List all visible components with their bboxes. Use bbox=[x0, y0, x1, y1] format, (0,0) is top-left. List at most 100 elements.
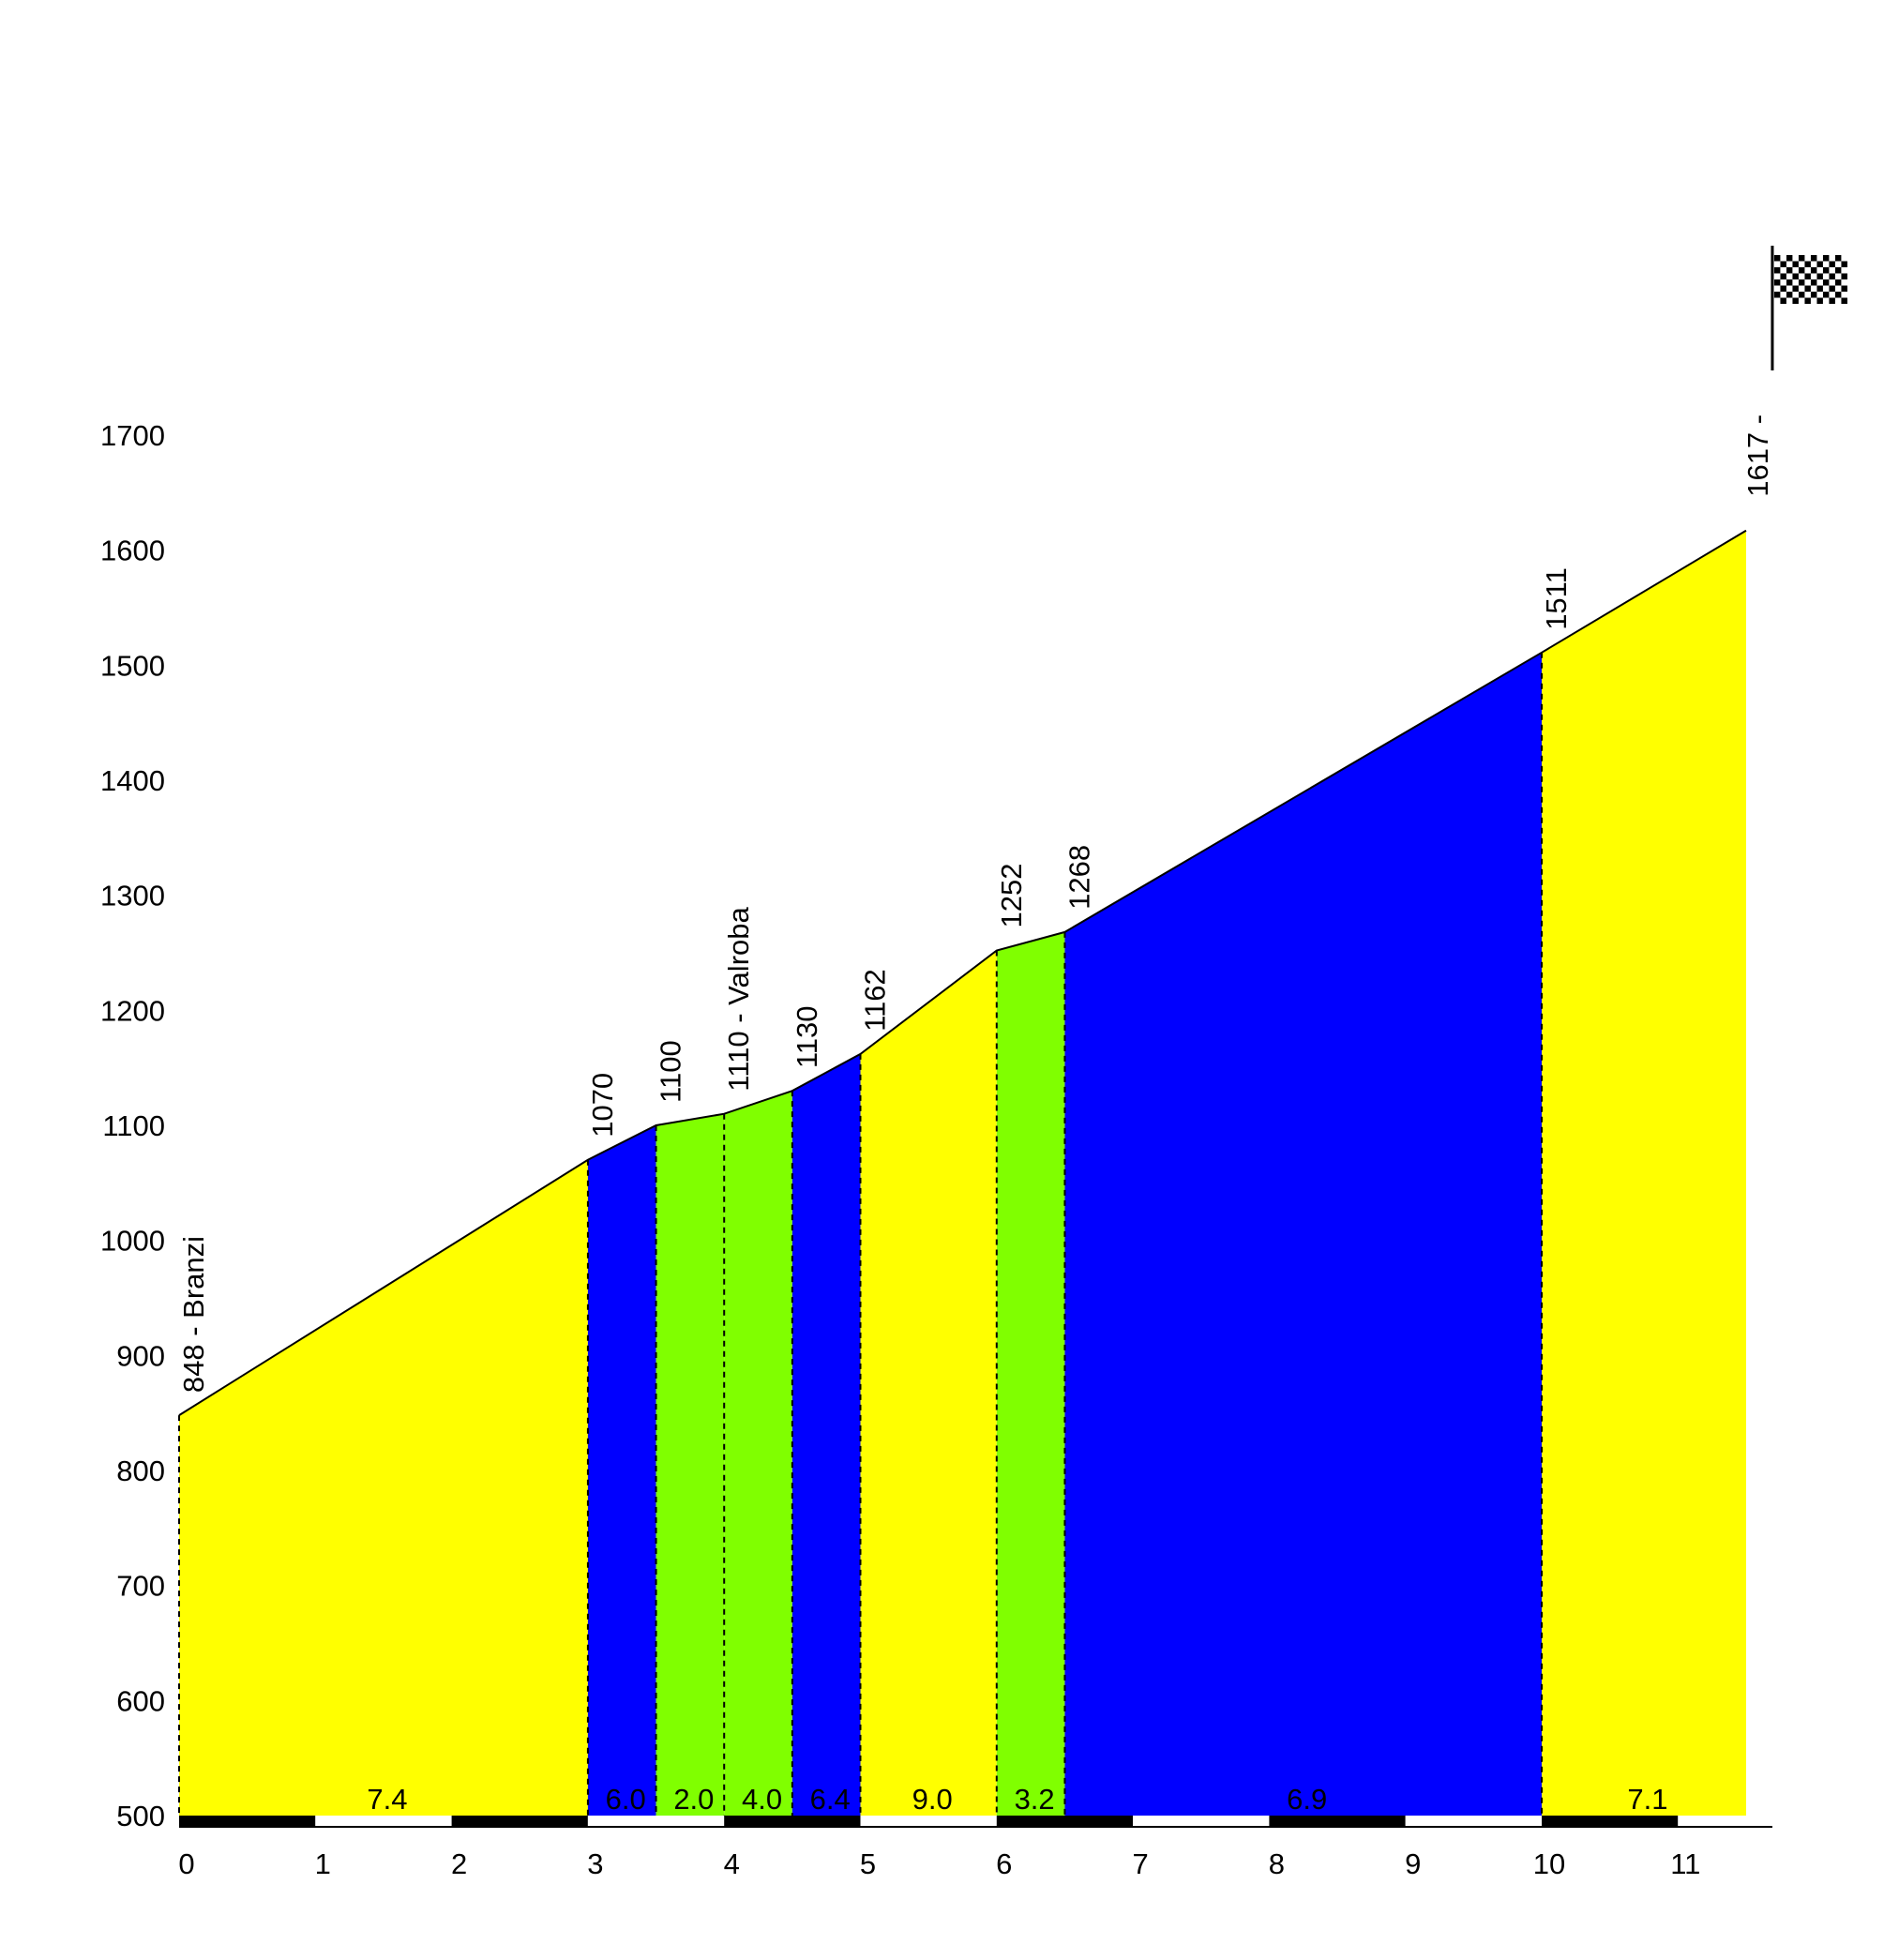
flag-square bbox=[1792, 292, 1799, 298]
flag-square bbox=[1810, 292, 1817, 298]
altitude-label-9: 1617 - bbox=[1741, 415, 1774, 497]
x-tick-label-5: 5 bbox=[860, 1847, 876, 1880]
flag-square bbox=[1804, 273, 1811, 279]
flag-square bbox=[1822, 273, 1830, 279]
altitude-label-2: 1100 bbox=[655, 1040, 687, 1103]
flag-square bbox=[1841, 285, 1847, 292]
x-tick-label-0: 0 bbox=[178, 1847, 194, 1880]
flag-square bbox=[1804, 255, 1811, 262]
segment-area-7 bbox=[1064, 652, 1542, 1816]
km-scale-block-1 bbox=[315, 1816, 452, 1827]
flag-square bbox=[1829, 285, 1835, 292]
grade-label-6: 3.2 bbox=[1015, 1783, 1055, 1816]
flag-square bbox=[1816, 273, 1823, 279]
flag-square bbox=[1798, 292, 1805, 298]
flag-square bbox=[1798, 273, 1805, 279]
x-tick-label-6: 6 bbox=[996, 1847, 1012, 1880]
flag-square bbox=[1829, 279, 1835, 286]
y-axis: 500 600 700 800 900 1000 1100 1200 1300 1400 1500 1… bbox=[100, 419, 165, 1832]
grade-label-1: 6.0 bbox=[606, 1783, 646, 1816]
segment-area-6 bbox=[996, 931, 1065, 1816]
flag-square bbox=[1810, 285, 1817, 292]
km-scale-block-6 bbox=[996, 1816, 1134, 1827]
flag-square bbox=[1841, 267, 1847, 274]
flag-square bbox=[1786, 292, 1793, 298]
flag-square bbox=[1816, 279, 1823, 286]
altitude-label-1: 1070 bbox=[586, 1073, 619, 1138]
segment-area-3 bbox=[724, 1091, 792, 1816]
flag-square bbox=[1780, 255, 1786, 262]
flag-square bbox=[1834, 292, 1842, 298]
flag-square bbox=[1822, 292, 1830, 298]
y-tick-label-1600: 1600 bbox=[100, 535, 165, 567]
km-scale-block-5 bbox=[860, 1816, 997, 1827]
km-scale-block-8 bbox=[1269, 1816, 1406, 1827]
flag-square bbox=[1780, 297, 1786, 304]
flag-square bbox=[1841, 297, 1847, 304]
flag-square bbox=[1841, 292, 1847, 298]
y-tick-label-1400: 1400 bbox=[100, 764, 165, 797]
flag-square bbox=[1822, 255, 1830, 262]
flag-square bbox=[1804, 279, 1811, 286]
y-tick-label-700: 700 bbox=[116, 1570, 165, 1603]
y-tick-label-1100: 1100 bbox=[102, 1109, 165, 1142]
flag-square bbox=[1834, 297, 1842, 304]
flag-square bbox=[1798, 267, 1805, 274]
flag-square bbox=[1816, 255, 1823, 262]
flag-square bbox=[1834, 279, 1842, 286]
flag-square bbox=[1804, 267, 1811, 274]
y-tick-label-800: 800 bbox=[116, 1455, 165, 1487]
altitude-label-8: 1511 bbox=[1540, 567, 1573, 630]
flag-square bbox=[1816, 261, 1823, 267]
x-tick-label-11: 11 bbox=[1670, 1847, 1700, 1880]
altitude-label-3: 1110 - Valroba bbox=[722, 906, 755, 1091]
flag-square bbox=[1810, 255, 1817, 262]
flag-square bbox=[1829, 255, 1835, 262]
flag-square bbox=[1816, 267, 1823, 274]
altitude-label-6: 1252 bbox=[995, 864, 1028, 928]
grade-label-7: 6.9 bbox=[1287, 1783, 1327, 1816]
flag-square bbox=[1834, 285, 1842, 292]
flag-square bbox=[1822, 267, 1830, 274]
flag-square bbox=[1810, 273, 1817, 279]
y-tick-label-1300: 1300 bbox=[100, 880, 165, 912]
grade-label-8: 7.1 bbox=[1627, 1783, 1667, 1816]
km-scale-block-10 bbox=[1542, 1816, 1679, 1827]
flag-square bbox=[1829, 292, 1835, 298]
flag-square bbox=[1773, 267, 1781, 274]
flag-square bbox=[1792, 255, 1799, 262]
flag-square bbox=[1786, 273, 1793, 279]
flag-square bbox=[1816, 292, 1823, 298]
flag-square bbox=[1786, 285, 1793, 292]
flag-square bbox=[1804, 297, 1811, 304]
flag-square bbox=[1786, 297, 1793, 304]
flag-square bbox=[1804, 285, 1811, 292]
flag-square bbox=[1780, 261, 1786, 267]
segment-area-1 bbox=[587, 1124, 656, 1816]
km-scale-block-11 bbox=[1678, 1816, 1748, 1827]
flag-square bbox=[1834, 255, 1842, 262]
y-tick-label-1700: 1700 bbox=[100, 419, 165, 452]
x-tick-label-4: 4 bbox=[724, 1847, 740, 1880]
km-scale-block-4 bbox=[724, 1816, 861, 1827]
flag-square bbox=[1792, 267, 1799, 274]
flag-square bbox=[1804, 261, 1811, 267]
km-scale-block-9 bbox=[1405, 1816, 1542, 1827]
flag-square bbox=[1810, 267, 1817, 274]
flag-square bbox=[1773, 261, 1781, 267]
x-tick-label-9: 9 bbox=[1405, 1847, 1421, 1880]
checkered-flag-icon bbox=[1771, 246, 1847, 370]
flag-square bbox=[1773, 273, 1781, 279]
x-tick-label-3: 3 bbox=[587, 1847, 603, 1880]
profile-line bbox=[178, 529, 1747, 1416]
segment-dividers bbox=[178, 652, 1543, 1816]
x-tick-label-8: 8 bbox=[1269, 1847, 1285, 1880]
flag-square bbox=[1798, 285, 1805, 292]
flag-square bbox=[1841, 273, 1847, 279]
segment-area-0 bbox=[179, 1159, 588, 1816]
flag-square bbox=[1780, 267, 1786, 274]
segment-area-2 bbox=[656, 1113, 725, 1816]
x-axis: 0 1 2 3 4 5 6 7 8 9 10 11 bbox=[178, 1816, 1772, 1880]
flag-square bbox=[1804, 292, 1811, 298]
